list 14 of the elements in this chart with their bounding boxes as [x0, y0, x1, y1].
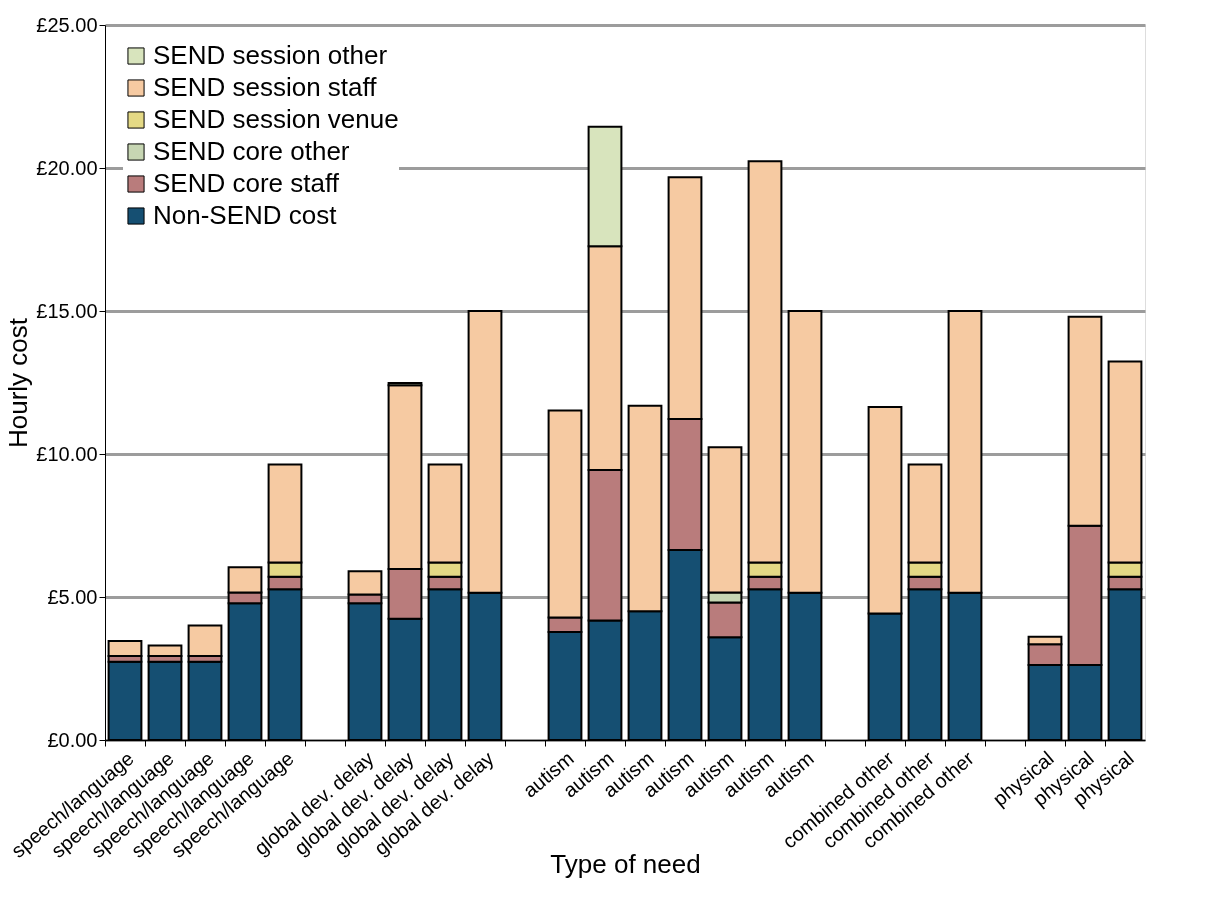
y-tick-label: £15.00 [36, 299, 98, 322]
legend-label: Non-SEND cost [153, 200, 338, 230]
y-tick-label: £0.00 [47, 728, 98, 751]
y-tick-label: £25.00 [36, 13, 98, 36]
legend-label: SEND session other [153, 40, 388, 70]
y-axis-title: Hourly cost [3, 317, 34, 449]
y-tick-label: £10.00 [36, 442, 98, 465]
legend-label: SEND core staff [153, 168, 340, 198]
y-tick-label: £5.00 [47, 585, 98, 608]
legend-label: SEND core other [153, 136, 350, 166]
y-tick-label: £20.00 [36, 156, 98, 179]
legend-label: SEND session staff [153, 72, 378, 102]
x-axis-title: Type of need [550, 848, 701, 879]
legend-label: SEND session venue [153, 104, 399, 134]
